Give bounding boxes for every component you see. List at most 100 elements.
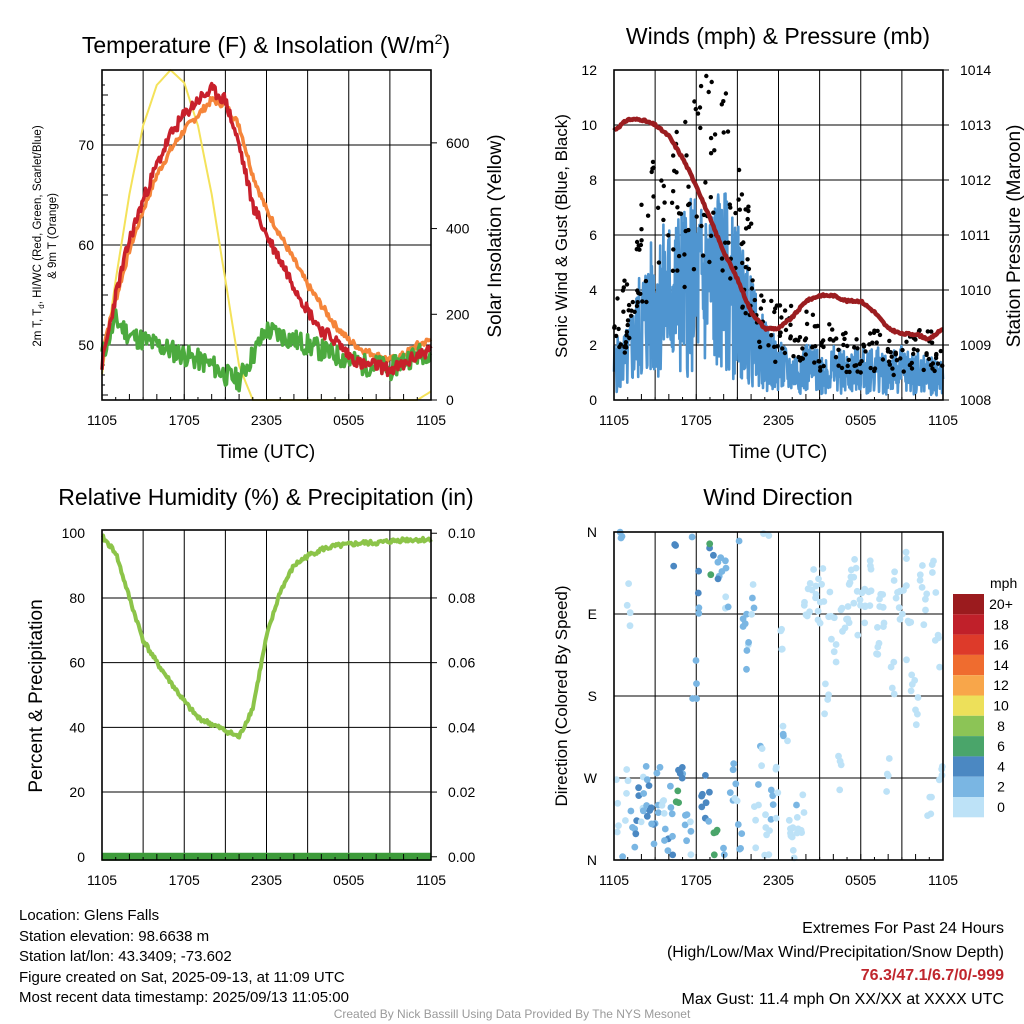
gust-point — [719, 102, 724, 107]
direction-point — [687, 851, 695, 858]
direction-point — [699, 790, 706, 798]
direction-point — [670, 562, 678, 570]
direction-ytick-label: N — [587, 524, 597, 540]
direction-point — [713, 826, 721, 834]
direction-point — [879, 603, 887, 611]
direction-point — [890, 658, 898, 666]
legend-swatch — [953, 776, 984, 797]
gust-point — [758, 306, 764, 311]
gust-point — [772, 309, 777, 315]
direction-point — [743, 647, 751, 654]
gust-point — [818, 368, 823, 373]
gust-point — [707, 259, 712, 265]
direction-point — [814, 616, 822, 624]
gust-point — [622, 350, 627, 355]
gust-point — [845, 343, 850, 349]
direction-title: Wind Direction — [703, 484, 853, 510]
direction-point — [758, 762, 765, 770]
gust-point — [783, 327, 789, 333]
gust-point — [929, 329, 934, 334]
legend-label: 10 — [993, 698, 1009, 714]
direction-point — [635, 784, 642, 792]
winds-ylabel: Sonic Wind & Gust (Blue, Black) — [552, 114, 571, 358]
gust-point — [788, 303, 794, 309]
direction-point — [683, 837, 690, 845]
direction-point — [688, 533, 696, 541]
direction-point — [626, 622, 634, 630]
direction-point — [793, 801, 800, 809]
direction-point — [895, 604, 903, 611]
gust-point — [887, 362, 892, 367]
direction-point — [916, 576, 924, 584]
direction-point — [625, 580, 632, 587]
gust-point — [868, 331, 873, 336]
temperature-plot-area: 50 60 70 0 200 400 600 1105 1705 2305 0505 1105 — [78, 69, 470, 428]
direction-point — [722, 593, 730, 601]
gust-point — [737, 207, 742, 212]
gust-point — [708, 135, 714, 141]
direction-point — [749, 581, 757, 588]
temperature-ytick-label: 60 — [78, 237, 94, 253]
gust-point — [617, 344, 622, 350]
gust-point — [893, 350, 898, 355]
direction-point — [815, 575, 822, 583]
direction-point — [614, 799, 622, 807]
direction-point — [653, 769, 661, 777]
gust-point — [743, 207, 748, 212]
direction-point — [772, 763, 780, 771]
direction-point — [879, 591, 887, 598]
gust-point — [810, 312, 816, 317]
humidity-xtick-label: 1105 — [87, 872, 117, 888]
gust-point — [871, 330, 877, 335]
gust-point — [741, 240, 746, 245]
gust-point — [620, 288, 626, 293]
direction-point — [806, 580, 814, 587]
gust-point — [935, 361, 941, 366]
direction-point — [622, 817, 629, 824]
direction-point — [619, 853, 626, 861]
gust-point — [796, 338, 801, 343]
gust-point — [821, 344, 826, 350]
direction-point — [669, 851, 677, 859]
humidity-border — [101, 529, 432, 861]
direction-point — [765, 532, 773, 539]
legend-swatch — [953, 695, 984, 716]
gust-point — [898, 356, 903, 361]
direction-point — [916, 571, 924, 579]
direction-point — [922, 595, 929, 603]
direction-point — [678, 764, 686, 771]
direction-point — [650, 840, 658, 848]
gust-point — [708, 195, 713, 200]
precip-ytick-label: 0.00 — [448, 849, 475, 865]
gust-point — [728, 205, 733, 210]
direction-point — [908, 671, 916, 679]
direction-ytick-label: E — [588, 606, 597, 622]
direction-point — [821, 710, 828, 718]
direction-xtick-label: 1705 — [681, 872, 712, 888]
direction-point — [667, 804, 675, 811]
direction-point — [932, 589, 940, 596]
gust-point — [639, 202, 644, 207]
legend-label: 20+ — [989, 596, 1013, 612]
gust-point — [623, 340, 629, 345]
gust-point — [650, 166, 655, 171]
direction-point — [923, 590, 931, 598]
gust-point — [749, 221, 754, 226]
gust-point — [719, 256, 725, 261]
gust-point — [682, 284, 687, 290]
direction-point — [613, 828, 621, 836]
gust-point — [875, 328, 880, 334]
insolation-ylabel: Solar Insolation (Yellow) — [485, 134, 506, 337]
gust-point — [788, 334, 793, 339]
gust-points — [612, 73, 945, 378]
humidity-xtick-label: 0505 — [333, 872, 364, 888]
pressure-ytick-label: 1012 — [960, 172, 991, 188]
gust-point — [686, 202, 691, 208]
humidity-title: Relative Humidity (%) & Precipitation (i… — [58, 484, 473, 510]
precip-ytick-label: 0.02 — [448, 784, 475, 800]
direction-point — [643, 776, 651, 784]
direction-point — [892, 594, 900, 602]
gust-point — [926, 356, 932, 362]
gust-point — [930, 366, 935, 371]
